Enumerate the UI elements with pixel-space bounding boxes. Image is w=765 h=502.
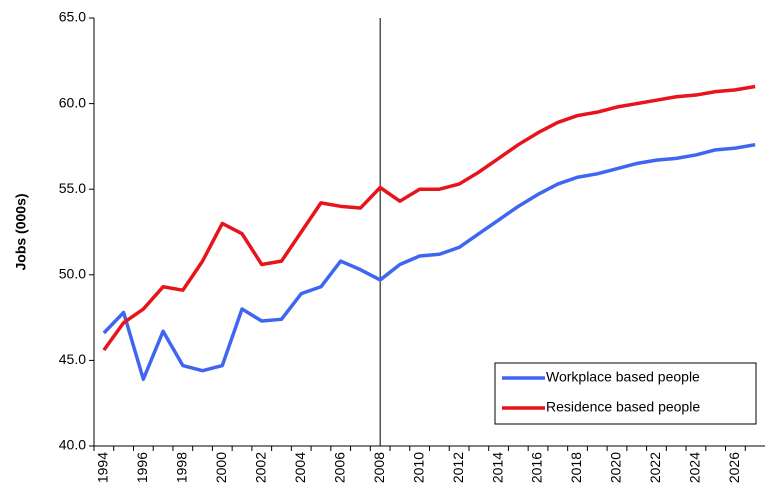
x-tick-label: 1998 — [174, 452, 190, 483]
x-tick-label: 2024 — [687, 452, 703, 483]
y-axis-label: Jobs (000s) — [13, 193, 29, 270]
x-tick-label: 2022 — [647, 452, 663, 483]
x-tick-label: 1996 — [134, 452, 150, 483]
y-tick-label: 40.0 — [59, 437, 86, 453]
y-tick-label: 60.0 — [59, 94, 86, 110]
x-tick-label: 2010 — [410, 452, 426, 483]
x-tick-label: 2012 — [450, 452, 466, 483]
y-tick-label: 65.0 — [59, 9, 86, 25]
legend-box — [494, 362, 757, 425]
y-tick-label: 55.0 — [59, 180, 86, 196]
x-tick-label: 2016 — [529, 452, 545, 483]
y-tick-label: 50.0 — [59, 266, 86, 282]
x-tick-label: 2026 — [726, 452, 742, 483]
x-tick-label: 2018 — [568, 452, 584, 483]
x-tick-label: 2004 — [292, 452, 308, 483]
x-tick-label: 2014 — [489, 452, 505, 483]
series-line — [102, 142, 756, 381]
legend-label: Workplace based people — [546, 369, 700, 385]
x-tick-label: 2006 — [331, 452, 347, 483]
x-tick-label: 2002 — [252, 452, 268, 483]
x-tick-label: 2000 — [213, 452, 229, 483]
x-tick-label: 2020 — [608, 452, 624, 483]
x-tick-label: 2008 — [371, 452, 387, 483]
y-tick-label: 45.0 — [59, 351, 86, 367]
legend-label: Residence based people — [546, 399, 700, 415]
x-tick-label: 1994 — [95, 452, 111, 483]
series-line — [102, 84, 756, 352]
